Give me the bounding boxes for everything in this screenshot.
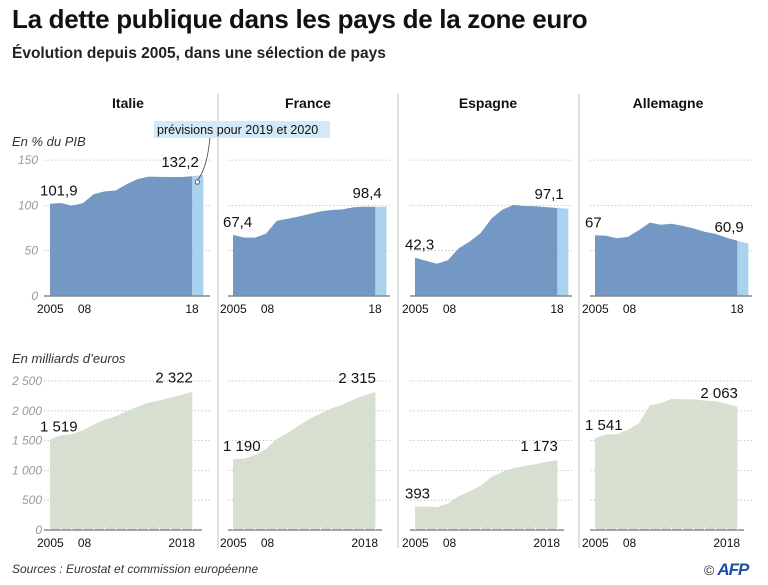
x-tick-label: 2018: [713, 536, 740, 550]
x-tick-label: 2005: [37, 302, 64, 316]
y-tick-label: 100: [18, 198, 38, 212]
y-tick-label: 0: [31, 289, 38, 303]
area-allemagne: [595, 222, 738, 296]
y-tick-label: 150: [18, 153, 38, 167]
afp-credit: © AFP: [704, 560, 749, 580]
end-value-label: 1 173: [520, 438, 558, 455]
forecast-leader-line: [197, 137, 211, 182]
x-tick-label: 08: [623, 302, 637, 316]
area-espagne: [415, 460, 558, 530]
unit-label: En % du PIB: [12, 134, 86, 149]
x-tick-label: 08: [261, 536, 275, 550]
start-value-label: 1 519: [40, 418, 78, 435]
y-tick-label: 2 500: [11, 374, 42, 388]
x-tick-label: 18: [730, 302, 744, 316]
area-italie: [50, 391, 193, 530]
start-value-label: 67: [585, 214, 602, 231]
afp-logo: AFP: [717, 560, 749, 579]
x-tick-label: 18: [550, 302, 564, 316]
area-italie: [50, 176, 193, 296]
x-tick-label: 2005: [220, 302, 247, 316]
unit-label: En milliards d’euros: [12, 351, 126, 366]
chart-subtitle: Évolution depuis 2005, dans une sélectio…: [12, 45, 386, 62]
forecast-band: [192, 174, 204, 296]
start-value-label: 42,3: [405, 237, 434, 254]
country-title: Italie: [112, 95, 144, 111]
start-value-label: 1 541: [585, 417, 623, 434]
x-tick-label: 08: [623, 536, 637, 550]
area-espagne: [415, 205, 558, 296]
forecast-band: [737, 240, 749, 296]
chart-title: La dette publique dans les pays de la zo…: [12, 4, 588, 34]
forecast-marker: [194, 179, 200, 185]
country-title: France: [285, 95, 331, 111]
end-value-label: 2 063: [700, 385, 738, 402]
x-tick-label: 2005: [220, 536, 247, 550]
y-tick-label: 2 000: [11, 404, 42, 418]
x-tick-label: 2005: [37, 536, 64, 550]
x-tick-label: 2018: [351, 536, 378, 550]
x-tick-label: 08: [78, 536, 92, 550]
end-value-label: 2 322: [155, 370, 193, 387]
x-tick-label: 2005: [582, 536, 609, 550]
x-tick-label: 08: [78, 302, 92, 316]
country-title: Allemagne: [633, 95, 704, 111]
y-tick-label: 500: [22, 493, 42, 507]
x-tick-label: 18: [368, 302, 382, 316]
start-value-label: 67,4: [223, 214, 252, 231]
x-tick-label: 08: [443, 536, 457, 550]
y-tick-label: 1 000: [12, 463, 42, 477]
end-value-label: 2 315: [338, 370, 376, 387]
end-value-label: 60,9: [715, 219, 744, 236]
sources-note: Sources : Eurostat et commission europée…: [12, 562, 259, 576]
end-value-label: 98,4: [353, 185, 382, 202]
x-tick-label: 2018: [168, 536, 195, 550]
start-value-label: 101,9: [40, 183, 78, 200]
forecast-label: prévisions pour 2019 et 2020: [157, 123, 318, 137]
forecast-label-bg: [154, 121, 330, 138]
y-tick-label: 1 500: [12, 434, 42, 448]
x-tick-label: 2005: [582, 302, 609, 316]
y-tick-label: 0: [35, 523, 42, 537]
end-value-label: 97,1: [535, 186, 564, 203]
forecast-band: [375, 206, 387, 296]
start-value-label: 393: [405, 486, 430, 503]
start-value-label: 1 190: [223, 438, 261, 455]
area-france: [233, 392, 376, 530]
x-tick-label: 2018: [533, 536, 560, 550]
x-tick-label: 08: [443, 302, 457, 316]
area-france: [233, 206, 376, 296]
x-tick-label: 18: [185, 302, 199, 316]
x-tick-label: 2005: [402, 536, 429, 550]
country-title: Espagne: [459, 95, 518, 111]
y-tick-label: 50: [25, 244, 39, 258]
x-tick-label: 08: [261, 302, 275, 316]
forecast-band: [557, 208, 569, 296]
copyright-icon: ©: [704, 562, 715, 578]
area-allemagne: [595, 398, 738, 530]
x-tick-label: 2005: [402, 302, 429, 316]
end-value-label: 132,2: [161, 154, 199, 171]
